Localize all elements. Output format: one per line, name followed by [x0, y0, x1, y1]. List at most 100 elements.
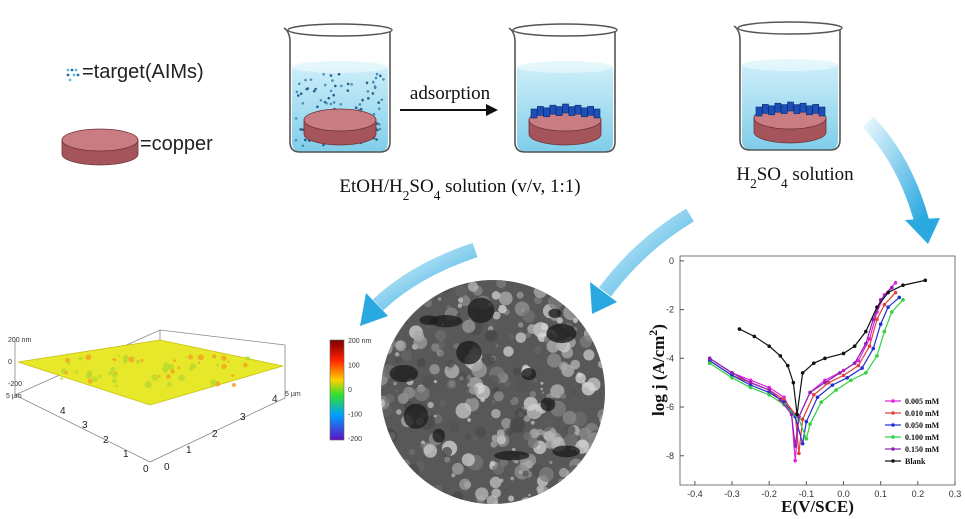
target-dot — [76, 73, 80, 77]
target-dot — [294, 138, 298, 142]
series-point — [890, 310, 894, 314]
afm-tick: 1 — [123, 449, 129, 460]
sem-grain — [506, 488, 509, 491]
sem-grain — [523, 396, 538, 411]
afm-label: -200 — [348, 436, 362, 443]
target-dot — [301, 101, 305, 105]
target-dot — [382, 78, 385, 81]
x-tick-label: 0.1 — [874, 489, 887, 499]
sem-grain — [441, 499, 447, 504]
target-dot — [339, 103, 343, 106]
sem-grain — [546, 340, 560, 353]
target-dot — [329, 74, 333, 77]
sem-grain — [383, 327, 394, 337]
caption-part: EtOH/H — [339, 176, 403, 197]
sem-grain — [408, 467, 411, 470]
sem-grain — [447, 496, 455, 504]
afm-feature — [87, 378, 93, 384]
beaker — [508, 23, 618, 153]
target-dot — [305, 87, 309, 91]
adsorbed-block — [562, 103, 569, 114]
sem-grain — [498, 291, 513, 306]
sem-grain — [543, 496, 558, 504]
target-dot — [375, 122, 379, 125]
series-point — [875, 305, 879, 309]
sem-grain — [457, 303, 463, 308]
sem-grain — [558, 467, 569, 478]
sem-grain — [429, 363, 440, 375]
afm-feature — [188, 367, 193, 372]
beaker-rim — [512, 23, 618, 37]
sem-grain — [533, 345, 542, 354]
afm-feature — [65, 357, 70, 363]
afm-tick: 2 — [212, 429, 218, 440]
series-line — [709, 287, 893, 447]
series-point — [860, 366, 864, 370]
sem-grain — [529, 428, 540, 439]
sem-grain — [595, 465, 605, 477]
afm-feature — [92, 376, 98, 383]
adsorbed-block — [761, 104, 769, 114]
series-point — [752, 334, 757, 339]
adsorbed-block — [581, 107, 588, 118]
adsorbed-block — [593, 108, 601, 119]
sem-grain — [433, 414, 437, 418]
sem-grain — [508, 430, 513, 436]
series-point — [793, 458, 798, 463]
caption-part: SO — [757, 164, 781, 185]
series-point — [856, 358, 861, 363]
sem-grain — [533, 285, 547, 299]
sem-grain — [451, 462, 464, 475]
target-dot — [377, 101, 380, 104]
sem-grain — [503, 346, 514, 357]
sem-grain — [384, 336, 396, 349]
sem-grain — [570, 297, 581, 307]
sem-grain — [459, 295, 471, 307]
afm-feature — [158, 374, 161, 378]
sem-grain — [596, 499, 601, 504]
sem-grain — [402, 318, 408, 324]
sem-grain — [381, 462, 384, 468]
sem-grain — [475, 487, 489, 501]
sem-grain — [582, 306, 590, 314]
target-dot — [361, 98, 364, 102]
target-dot — [375, 138, 378, 141]
target-dot — [325, 102, 328, 105]
x-tick-label: -0.2 — [761, 489, 777, 499]
series-point — [707, 361, 712, 365]
afm-plot: 200 nm 0 -200 5 µm 5 µm 4 3 2 1 0 4 3 2 1 0 200 nm 100 0 -… — [6, 329, 372, 475]
target-dot — [380, 98, 384, 102]
sem-grain — [423, 299, 432, 308]
adsorbed-block — [755, 106, 763, 117]
sem-grain — [562, 410, 577, 425]
adsorbed-block — [812, 104, 820, 114]
sem-grain — [584, 318, 588, 321]
sem-grain — [446, 359, 455, 368]
series-point — [797, 451, 801, 456]
afm-feature — [197, 361, 201, 364]
adsorbed-block — [818, 106, 826, 117]
target-dot — [303, 138, 307, 142]
copper-top — [61, 128, 139, 152]
flow-arrow — [372, 242, 478, 311]
sem-grain — [414, 385, 430, 402]
afm-feature — [242, 362, 248, 368]
target-dot — [365, 81, 369, 85]
sem-grain — [503, 488, 506, 491]
sem-grain — [496, 435, 506, 445]
sem-grain — [469, 385, 479, 395]
series-point — [800, 417, 805, 422]
sem-grain — [438, 399, 447, 408]
sem-grain — [540, 381, 544, 385]
sem-grain — [556, 317, 563, 324]
target-dot — [331, 79, 334, 82]
sem-grain — [511, 447, 516, 452]
target-dot — [346, 82, 350, 86]
sem-grain — [492, 311, 501, 320]
sem-grain — [558, 487, 572, 500]
sem-grain — [525, 332, 531, 338]
sem-grain — [567, 475, 571, 478]
afm-feature — [144, 381, 152, 388]
series-point — [886, 305, 890, 309]
series-point — [864, 341, 868, 346]
